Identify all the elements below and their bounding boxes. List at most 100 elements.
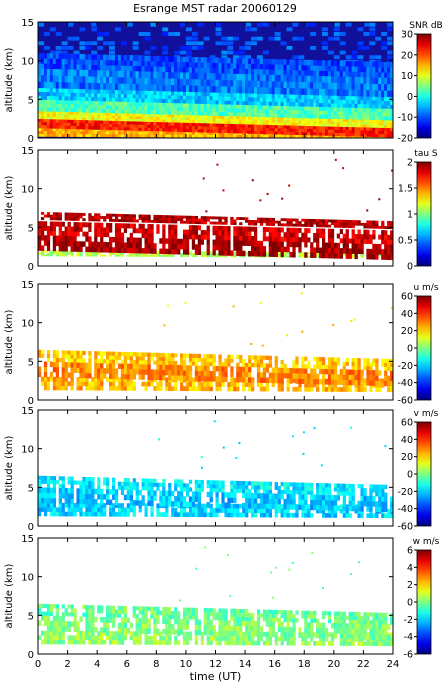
data-cell	[197, 382, 202, 387]
data-cell	[215, 131, 219, 135]
data-cell	[49, 511, 54, 517]
data-cell	[79, 133, 83, 137]
data-cell	[49, 502, 54, 508]
data-cell	[197, 111, 202, 116]
data-cell	[298, 113, 302, 119]
data-cell	[135, 83, 139, 91]
data-cell	[366, 375, 370, 381]
noise-cell	[369, 32, 376, 36]
data-cell	[177, 134, 181, 138]
data-cell	[236, 250, 240, 257]
data-cell	[46, 103, 51, 108]
data-cell	[221, 62, 225, 69]
data-cell	[49, 371, 54, 378]
data-cell	[369, 115, 373, 120]
data-cell	[316, 60, 320, 66]
data-cell	[324, 106, 329, 112]
data-cell	[156, 217, 160, 221]
data-cell	[165, 98, 169, 103]
data-cell	[55, 133, 60, 137]
data-cell	[304, 364, 308, 369]
data-cell	[94, 254, 98, 257]
data-cell	[43, 221, 48, 227]
data-cell	[174, 119, 178, 123]
data-cell	[49, 133, 54, 137]
data-cell	[200, 79, 204, 86]
data-cell	[387, 100, 391, 105]
data-cell	[212, 244, 216, 251]
data-cell	[354, 133, 358, 137]
data-cell	[316, 70, 320, 76]
data-cell	[277, 241, 281, 247]
data-cell	[106, 59, 110, 66]
data-cell	[277, 372, 281, 379]
data-cell	[79, 88, 83, 93]
data-cell	[316, 118, 320, 122]
data-cell	[251, 250, 255, 257]
data-cell	[339, 89, 344, 96]
data-cell	[372, 108, 376, 113]
data-cell	[212, 96, 216, 101]
data-cell	[322, 60, 326, 66]
data-cell	[265, 386, 270, 392]
data-cell	[268, 58, 273, 65]
data-cell	[248, 80, 252, 88]
data-cell	[159, 220, 163, 224]
data-cell	[239, 108, 243, 113]
noise-cell	[239, 45, 246, 50]
data-cell	[165, 56, 169, 62]
data-cell	[109, 126, 113, 131]
data-cell	[174, 66, 178, 73]
data-cell	[319, 106, 323, 111]
data-cell	[277, 131, 281, 135]
data-cell	[357, 66, 361, 72]
data-cell	[236, 230, 240, 236]
data-cell	[324, 219, 329, 223]
data-cell	[70, 502, 74, 508]
data-cell	[357, 243, 361, 249]
data-cell	[259, 63, 264, 70]
data-cell	[188, 120, 193, 123]
data-cell	[212, 255, 216, 258]
data-cell	[61, 254, 65, 257]
data-cell	[55, 217, 60, 221]
data-cell	[70, 354, 74, 359]
data-cell	[117, 363, 122, 369]
data-cell	[79, 503, 83, 508]
data-cell	[221, 79, 225, 87]
data-cell	[182, 215, 187, 219]
data-cell	[109, 93, 113, 98]
data-cell	[188, 370, 193, 376]
data-cell	[327, 95, 332, 100]
data-cell	[313, 118, 317, 122]
data-cell	[348, 61, 352, 67]
data-cell	[292, 87, 296, 95]
data-cell	[387, 108, 391, 113]
data-cell	[82, 372, 86, 379]
data-cell	[203, 361, 207, 366]
data-cell	[327, 123, 332, 127]
data-cell	[97, 222, 101, 228]
data-cell	[132, 83, 136, 91]
data-cell	[64, 231, 68, 237]
data-cell	[67, 350, 71, 355]
data-cell	[49, 58, 54, 64]
data-cell	[212, 103, 216, 109]
data-cell	[239, 250, 243, 257]
data-cell	[129, 70, 133, 78]
data-cell	[185, 85, 190, 92]
data-cell	[333, 70, 338, 77]
data-cell	[67, 354, 71, 359]
data-cell	[144, 364, 148, 370]
data-cell	[203, 103, 207, 108]
data-cell	[375, 77, 379, 84]
data-cell	[58, 133, 62, 137]
data-cell	[171, 507, 175, 513]
data-cell	[103, 503, 107, 508]
data-cell	[100, 89, 104, 94]
data-cell	[292, 131, 296, 135]
data-cell	[182, 95, 187, 100]
data-cell	[310, 120, 314, 124]
data-cell	[289, 232, 293, 238]
data-cell	[384, 380, 388, 387]
